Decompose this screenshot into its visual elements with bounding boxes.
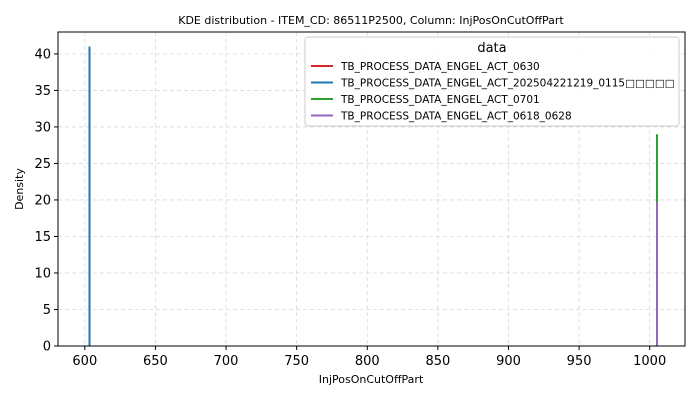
y-tick-label: 25: [34, 157, 51, 172]
legend-entries: TB_PROCESS_DATA_ENGEL_ACT_0630 TB_PROCESS…: [311, 61, 675, 123]
legend-label: TB_PROCESS_DATA_ENGEL_ACT_0701: [340, 94, 540, 106]
y-tick-label: 5: [43, 303, 51, 318]
x-tick-label: 600: [72, 354, 97, 369]
x-tick-label: 950: [567, 354, 592, 369]
x-tick-label: 1000: [633, 354, 666, 369]
series-lines: [88, 46, 658, 346]
x-tick-label: 650: [143, 354, 168, 369]
x-tick-label: 750: [284, 354, 309, 369]
x-tick-label: 850: [425, 354, 450, 369]
y-tick-label: 20: [34, 193, 51, 208]
y-tick-label: 35: [34, 84, 51, 99]
x-axis-label: InjPosOnCutOffPart: [319, 373, 424, 386]
legend-label: TB_PROCESS_DATA_ENGEL_ACT_202504221219_0…: [340, 78, 675, 90]
legend-label: TB_PROCESS_DATA_ENGEL_ACT_0630: [340, 61, 540, 73]
legend-title: data: [477, 41, 506, 56]
x-tick-label: 900: [496, 354, 521, 369]
y-axis-label: Density: [13, 168, 26, 210]
y-tick-label: 0: [43, 340, 51, 355]
plot-frame: [57, 31, 686, 347]
legend-box: [304, 36, 680, 127]
x-tick-label: 700: [214, 354, 239, 369]
y-tick-label: 10: [34, 266, 51, 281]
x-tick-label: 800: [355, 354, 380, 369]
legend: data TB_PROCESS_DATA_ENGEL_ACT_0630TB_PR…: [304, 36, 680, 127]
axis-ticks: 600 650 700 750 800 850 900 950 1000 0 5 10 15 20 25 30…: [34, 47, 666, 369]
y-tick-label: 40: [34, 47, 51, 62]
y-tick-label: 30: [34, 120, 51, 135]
y-tick-label: 15: [34, 230, 51, 245]
chart-title: KDE distribution - ITEM_CD: 86511P2500, …: [178, 14, 564, 27]
legend-label: TB_PROCESS_DATA_ENGEL_ACT_0618_0628: [340, 111, 572, 123]
